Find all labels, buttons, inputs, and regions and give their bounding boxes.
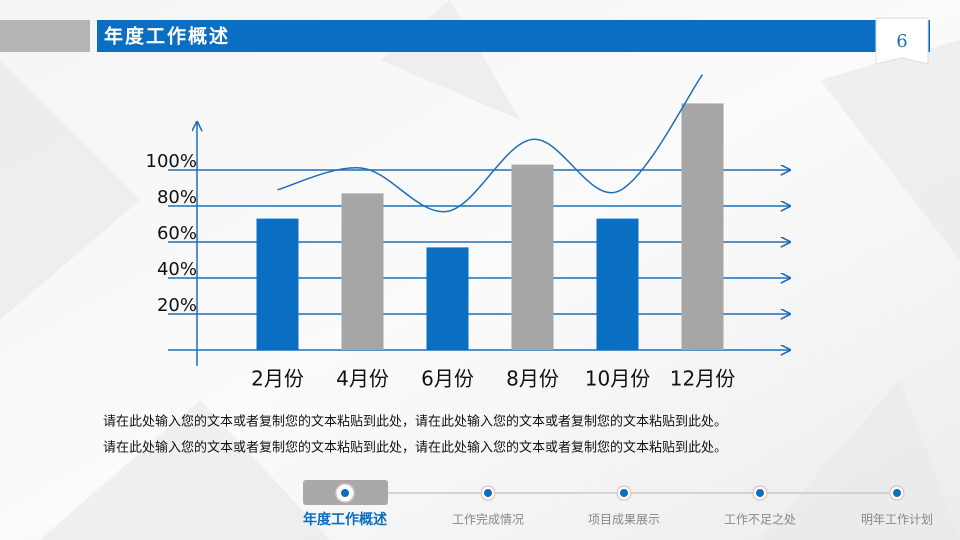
bar bbox=[511, 164, 554, 350]
nav-dot[interactable] bbox=[756, 489, 764, 497]
nav: 年度工作概述 工作完成情况 项目成果展示 工作不足之处 明年工作计划 bbox=[303, 480, 933, 528]
nav-label[interactable]: 明年工作计划 bbox=[861, 513, 933, 527]
paragraph: 请在此处输入您的文本或者复制您的文本粘贴到此处，请在此处输入您的文本或者复制您的… bbox=[103, 440, 727, 456]
y-tick-label: 80% bbox=[157, 187, 197, 208]
bar bbox=[681, 103, 724, 351]
nav-dot[interactable] bbox=[484, 489, 492, 497]
line bbox=[277, 74, 704, 213]
page-number: 6 bbox=[896, 31, 907, 52]
chart: 20% 40% 60% 80% 100% 2月份 4月份 6月份 8月份 10月份 12月份 bbox=[146, 74, 790, 391]
x-tick-label: 6月份 bbox=[421, 367, 474, 391]
nav-label[interactable]: 年度工作概述 bbox=[303, 511, 387, 528]
x-tick-label: 4月份 bbox=[336, 367, 389, 391]
header-grey-block bbox=[0, 20, 90, 52]
y-tick-label: 20% bbox=[157, 295, 197, 316]
header-bar bbox=[97, 20, 930, 52]
x-tick-label: 2月份 bbox=[251, 367, 304, 391]
nav-dot[interactable] bbox=[893, 489, 901, 497]
nav-label[interactable]: 工作完成情况 bbox=[452, 512, 524, 527]
x-tick-label: 10月份 bbox=[585, 367, 650, 391]
x-tick-label: 12月份 bbox=[670, 367, 735, 391]
bar bbox=[596, 218, 639, 350]
nav-dot[interactable] bbox=[620, 489, 628, 497]
header-title: 年度工作概述 bbox=[104, 25, 230, 48]
bar bbox=[341, 193, 384, 350]
y-tick-label: 40% bbox=[157, 259, 197, 280]
page-tag bbox=[875, 17, 929, 65]
bar bbox=[426, 247, 469, 350]
bar bbox=[256, 218, 299, 350]
nav-dot[interactable] bbox=[341, 489, 349, 497]
nav-label[interactable]: 工作不足之处 bbox=[724, 513, 796, 527]
x-tick-label: 8月份 bbox=[506, 367, 559, 391]
nav-label[interactable]: 项目成果展示 bbox=[588, 513, 660, 527]
y-tick-label: 100% bbox=[146, 151, 197, 172]
y-tick-label: 60% bbox=[157, 223, 197, 244]
paragraph: 请在此处输入您的文本或者复制您的文本粘贴到此处，请在此处输入您的文本或者复制您的… bbox=[103, 414, 727, 430]
